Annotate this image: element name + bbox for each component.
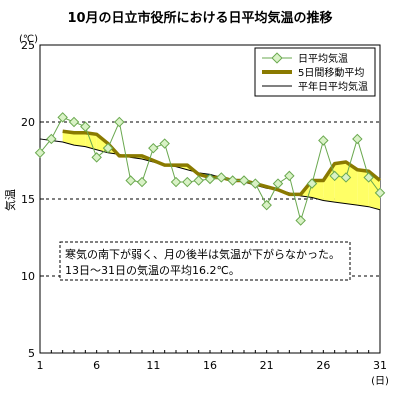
annotation-box: 寒気の南下が弱く、月の後半は気温が下がらなかった。 13日～31日の気温の平均1… [59, 241, 351, 281]
daily-point-27 [329, 170, 340, 182]
annotation-line-1: 寒気の南下が弱く、月の後半は気温が下がらなかった。 [65, 247, 340, 261]
y-tick-label-10: 10 [21, 270, 35, 283]
daily-point-31 [374, 187, 386, 199]
chart-title: 10月の日立市役所における日平均気温の推移 [67, 10, 332, 26]
x-tick-label-11: 11 [146, 359, 160, 372]
daily-point-13 [170, 176, 182, 188]
x-tick-label-16: 16 [203, 359, 217, 372]
x-tick-label-26: 26 [316, 359, 330, 372]
daily-series [34, 112, 386, 226]
daily-point-16 [204, 173, 216, 185]
daily-point-8 [114, 116, 125, 128]
daily-point-21 [261, 199, 272, 211]
daily-point-14 [182, 176, 193, 188]
legend: 日平均気温 5日間移動平均 平年日平均気温 [254, 47, 376, 97]
legend-label-normal: 平年日平均気温 [298, 80, 368, 93]
daily-point-12 [159, 138, 170, 149]
daily-point-6 [91, 152, 102, 163]
daily-point-26 [318, 135, 329, 146]
daily-point-2 [46, 133, 57, 145]
annotation-frame [59, 241, 351, 281]
y-tick-label-5: 5 [28, 347, 35, 360]
daily-point-18 [227, 175, 238, 186]
anomaly-fill-segment-26 [334, 162, 346, 204]
daily-point-11 [148, 142, 159, 154]
daily-point-7 [102, 142, 114, 154]
anomaly-fill-segment-2 [62, 131, 74, 146]
anomaly-fill-segment-27 [346, 162, 358, 206]
x-unit-label: (日) [371, 376, 389, 387]
legend-label-daily: 日平均気温 [298, 52, 348, 65]
y-tick-label-15: 15 [21, 193, 35, 206]
x-tick-label-21: 21 [260, 359, 274, 372]
daily-point-10 [136, 176, 148, 188]
daily-point-28 [340, 172, 352, 183]
daily-point-22 [272, 178, 284, 189]
annotation-line-2: 13日～31日の気温の平均16.2℃。 [65, 263, 240, 277]
daily-point-9 [125, 175, 136, 186]
y-tick-label-25: 25 [21, 39, 35, 52]
y-tick-labels: 5 10 15 20 25 [21, 39, 44, 360]
y-axis-label: 気温 [3, 189, 17, 211]
daily-point-5 [80, 121, 91, 132]
daily-point-4 [68, 116, 80, 128]
x-tick-label-1: 1 [37, 359, 44, 372]
daily-point-15 [193, 175, 204, 186]
daily-point-29 [352, 133, 363, 145]
daily-point-3 [57, 112, 68, 123]
x-tick-labels: 1 6 11 16 21 26 31 [37, 350, 387, 372]
x-tick-label-31: 31 [373, 359, 387, 372]
legend-label-moving: 5日間移動平均 [298, 66, 364, 79]
daily-point-17 [216, 172, 227, 183]
daily-point-20 [250, 178, 261, 189]
daily-point-30 [363, 172, 374, 183]
y-unit-label: (℃) [19, 34, 38, 45]
daily-point-1 [34, 147, 46, 159]
daily-point-24 [295, 215, 306, 226]
daily-point-25 [306, 178, 318, 189]
anomaly-fill-segment-25 [323, 163, 335, 203]
daily-point-19 [238, 175, 250, 186]
legend-marker-daily [271, 52, 283, 64]
x-tick-label-6: 6 [93, 359, 100, 372]
daily-point-23 [284, 170, 295, 182]
anomaly-fill-segment-3 [74, 132, 86, 147]
y-tick-label-20: 20 [21, 116, 35, 129]
